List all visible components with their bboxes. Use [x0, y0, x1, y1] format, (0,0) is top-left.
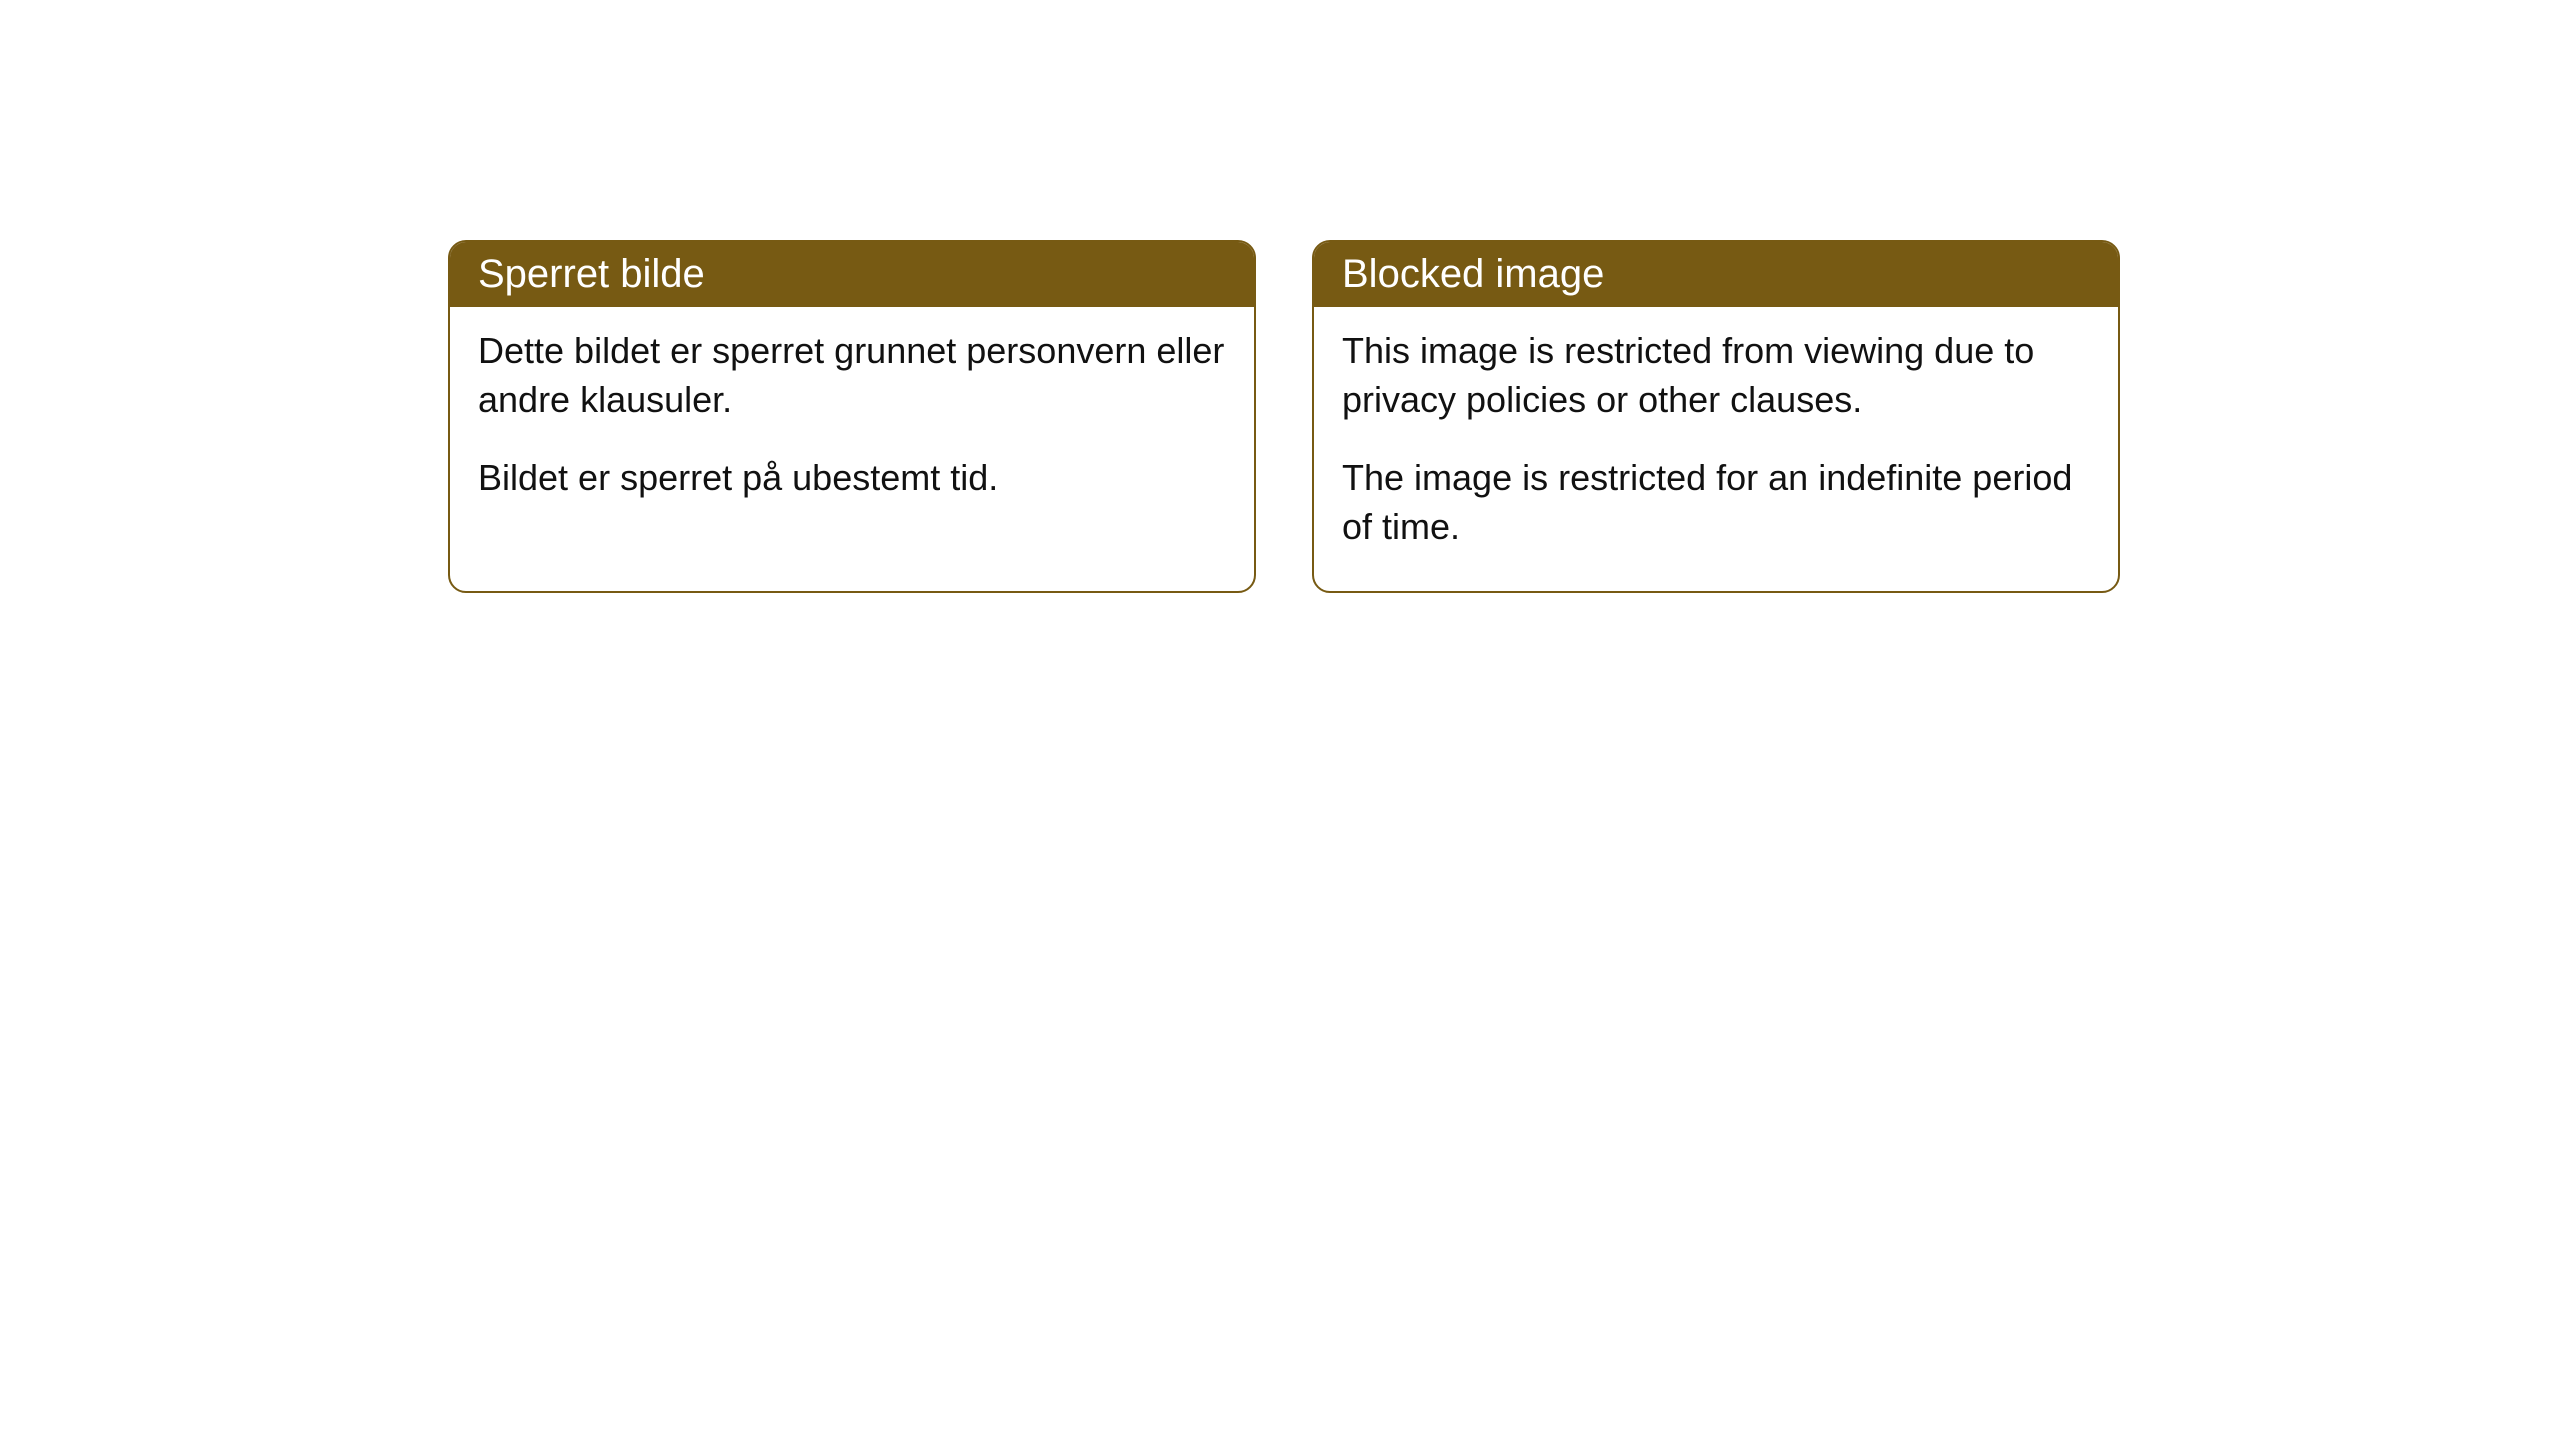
card-title: Sperret bilde — [478, 252, 705, 296]
card-paragraph: The image is restricted for an indefinit… — [1342, 454, 2090, 551]
card-paragraph: Dette bildet er sperret grunnet personve… — [478, 327, 1226, 424]
notice-card-norwegian: Sperret bilde Dette bildet er sperret gr… — [448, 240, 1256, 593]
card-body: Dette bildet er sperret grunnet personve… — [450, 307, 1254, 543]
card-paragraph: This image is restricted from viewing du… — [1342, 327, 2090, 424]
card-title: Blocked image — [1342, 252, 1604, 296]
card-paragraph: Bildet er sperret på ubestemt tid. — [478, 454, 1226, 503]
notice-cards-container: Sperret bilde Dette bildet er sperret gr… — [0, 0, 2560, 593]
notice-card-english: Blocked image This image is restricted f… — [1312, 240, 2120, 593]
card-header: Sperret bilde — [450, 242, 1254, 307]
card-header: Blocked image — [1314, 242, 2118, 307]
card-body: This image is restricted from viewing du… — [1314, 307, 2118, 591]
